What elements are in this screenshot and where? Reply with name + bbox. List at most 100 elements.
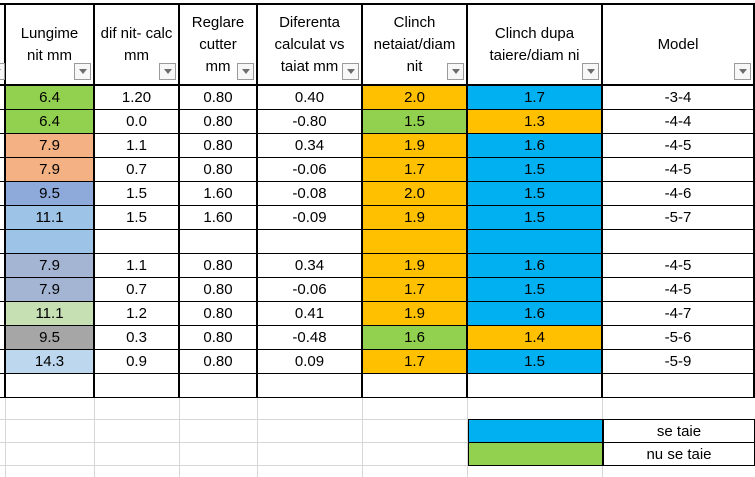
cell-lungime[interactable]: 7.9	[6, 158, 95, 182]
column-header-lungime[interactable]: Lungime nit mm	[6, 5, 95, 86]
cell-dif-nit-calc[interactable]: 1.1	[95, 254, 180, 278]
cell-diferenta[interactable]: 0.34	[258, 254, 363, 278]
cell-clinch-netaiat[interactable]: 1.5	[363, 110, 468, 134]
cell-lungime[interactable]: 6.4	[6, 86, 95, 110]
column-header-reglare-cutter[interactable]: Reglare cutter mm	[180, 5, 258, 86]
cell-model[interactable]	[603, 230, 755, 254]
cell-lungime[interactable]	[6, 230, 95, 254]
cell-lungime[interactable]: 9.5	[6, 326, 95, 350]
cell-clinch-dupa[interactable]: 1.6	[468, 134, 603, 158]
column-header-dif-nit-calc[interactable]: dif nit- calc mm	[95, 5, 180, 86]
cell-model[interactable]: -5-6	[603, 326, 755, 350]
column-header-model[interactable]: Model	[603, 5, 755, 86]
cell-model[interactable]: -4-4	[603, 110, 755, 134]
cell-clinch-dupa[interactable]: 1.5	[468, 350, 603, 374]
cell-clinch-dupa[interactable]	[468, 230, 603, 254]
cell-clinch-dupa[interactable]: 1.6	[468, 302, 603, 326]
column-header-diferenta[interactable]: Diferenta calculat vs taiat mm	[258, 5, 363, 86]
cell-clinch-netaiat[interactable]: 1.9	[363, 254, 468, 278]
cell-lungime[interactable]: 7.9	[6, 278, 95, 302]
cell-reglare-cutter[interactable]: 0.80	[180, 158, 258, 182]
cell-model[interactable]: -5-9	[603, 350, 755, 374]
cell-model[interactable]: -4-5	[603, 134, 755, 158]
cell-diferenta[interactable]: -0.09	[258, 206, 363, 230]
cell-lungime[interactable]: 11.1	[6, 302, 95, 326]
cell-reglare-cutter[interactable]: 0.80	[180, 134, 258, 158]
cell-dif-nit-calc[interactable]: 1.1	[95, 134, 180, 158]
legend-swatch-se-taie[interactable]	[468, 419, 603, 443]
cell-diferenta[interactable]: -0.08	[258, 182, 363, 206]
cell-reglare-cutter[interactable]: 1.60	[180, 206, 258, 230]
cell-reglare-cutter[interactable]: 0.80	[180, 302, 258, 326]
cell-model[interactable]: -4-5	[603, 278, 755, 302]
cell-clinch-netaiat[interactable]: 1.7	[363, 278, 468, 302]
cell-clinch-netaiat[interactable]: 1.7	[363, 158, 468, 182]
cell-clinch-dupa[interactable]	[468, 374, 603, 398]
cell-dif-nit-calc[interactable]: 0.7	[95, 158, 180, 182]
cell-diferenta[interactable]: -0.06	[258, 158, 363, 182]
cell-lungime[interactable]: 9.5	[6, 182, 95, 206]
cell-diferenta[interactable]: 0.41	[258, 302, 363, 326]
cell-reglare-cutter[interactable]: 1.60	[180, 182, 258, 206]
cell-diferenta[interactable]	[258, 374, 363, 398]
cell-clinch-netaiat[interactable]	[363, 230, 468, 254]
filter-dropdown-button[interactable]	[159, 63, 176, 80]
cell-clinch-dupa[interactable]: 1.4	[468, 326, 603, 350]
cell-model[interactable]: -4-6	[603, 182, 755, 206]
filter-dropdown-button[interactable]	[0, 63, 5, 80]
cell-lungime[interactable]: 7.9	[6, 134, 95, 158]
cell-clinch-dupa[interactable]: 1.7	[468, 86, 603, 110]
cell-dif-nit-calc[interactable]	[95, 230, 180, 254]
cell-reglare-cutter[interactable]: 0.80	[180, 86, 258, 110]
cell-lungime[interactable]	[6, 374, 95, 398]
filter-dropdown-button[interactable]	[734, 63, 751, 80]
cell-clinch-dupa[interactable]: 1.5	[468, 158, 603, 182]
cell-clinch-netaiat[interactable]: 1.9	[363, 206, 468, 230]
cell-reglare-cutter[interactable]: 0.80	[180, 254, 258, 278]
cut-column-cell[interactable]	[0, 134, 6, 158]
cell-model[interactable]	[603, 374, 755, 398]
cell-diferenta[interactable]: -0.06	[258, 278, 363, 302]
cell-reglare-cutter[interactable]: 0.80	[180, 326, 258, 350]
cell-lungime[interactable]: 7.9	[6, 254, 95, 278]
cell-model[interactable]: -4-5	[603, 254, 755, 278]
cell-diferenta[interactable]: 0.40	[258, 86, 363, 110]
cell-clinch-dupa[interactable]: 1.5	[468, 206, 603, 230]
cell-dif-nit-calc[interactable]: 0.7	[95, 278, 180, 302]
cell-reglare-cutter[interactable]	[180, 374, 258, 398]
cell-clinch-dupa[interactable]: 1.5	[468, 278, 603, 302]
cut-column-cell[interactable]	[0, 278, 6, 302]
cut-column-cell[interactable]	[0, 110, 6, 134]
cut-column-cell[interactable]	[0, 302, 6, 326]
cell-model[interactable]: -3-4	[603, 86, 755, 110]
cell-lungime[interactable]: 14.3	[6, 350, 95, 374]
cut-column-cell[interactable]	[0, 206, 6, 230]
cell-dif-nit-calc[interactable]: 1.20	[95, 86, 180, 110]
cell-diferenta[interactable]: -0.80	[258, 110, 363, 134]
legend-swatch-nu-se-taie[interactable]	[468, 442, 603, 466]
filter-dropdown-button[interactable]	[582, 63, 599, 80]
cell-lungime[interactable]: 6.4	[6, 110, 95, 134]
cut-column-cell[interactable]	[0, 350, 6, 374]
cell-dif-nit-calc[interactable]: 1.2	[95, 302, 180, 326]
cell-clinch-netaiat[interactable]	[363, 374, 468, 398]
cell-diferenta[interactable]: 0.34	[258, 134, 363, 158]
cell-clinch-netaiat[interactable]: 1.7	[363, 350, 468, 374]
cell-reglare-cutter[interactable]: 0.80	[180, 110, 258, 134]
column-header-clinch-dupa[interactable]: Clinch dupa taiere/diam ni	[468, 5, 603, 86]
cell-dif-nit-calc[interactable]: 0.3	[95, 326, 180, 350]
cut-column-cell[interactable]	[0, 254, 6, 278]
cell-clinch-dupa[interactable]: 1.5	[468, 182, 603, 206]
cut-column-cell[interactable]	[0, 86, 6, 110]
cell-reglare-cutter[interactable]	[180, 230, 258, 254]
cell-model[interactable]: -4-5	[603, 158, 755, 182]
cell-reglare-cutter[interactable]: 0.80	[180, 278, 258, 302]
cell-clinch-netaiat[interactable]: 1.9	[363, 302, 468, 326]
cell-diferenta[interactable]	[258, 230, 363, 254]
cut-column-cell[interactable]	[0, 230, 6, 254]
cell-dif-nit-calc[interactable]: 0.0	[95, 110, 180, 134]
cell-dif-nit-calc[interactable]: 0.9	[95, 350, 180, 374]
cell-dif-nit-calc[interactable]: 1.5	[95, 182, 180, 206]
column-header-clinch-netaiat[interactable]: Clinch netaiat/diam nit	[363, 5, 468, 86]
cell-diferenta[interactable]: 0.09	[258, 350, 363, 374]
